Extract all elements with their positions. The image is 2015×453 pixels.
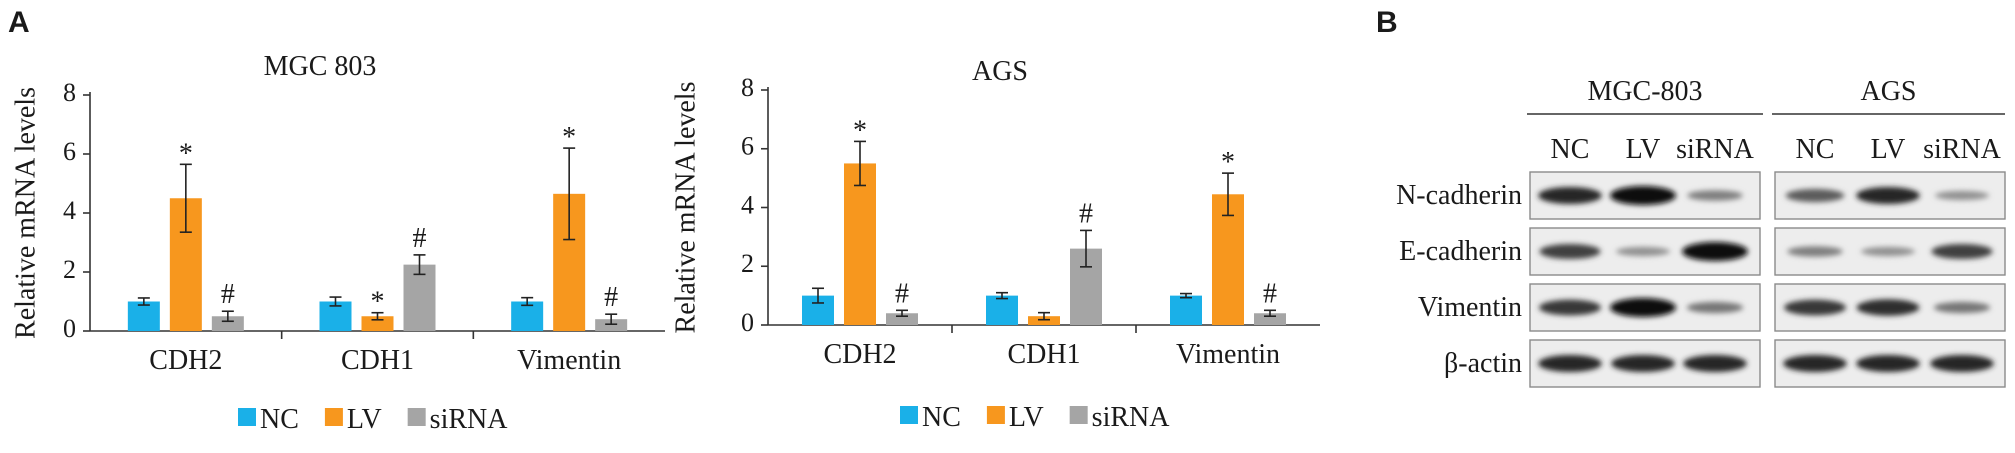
- y-axis-label: Relative mRNA levels: [10, 87, 41, 339]
- bar-siRNA-Vimentin: [1254, 313, 1286, 325]
- significance-mark: #: [221, 279, 235, 310]
- y-axis-label: Relative mRNA levels: [670, 82, 701, 334]
- blot-protein-label: N-cadherin: [1396, 180, 1522, 211]
- blot-protein-label: β-actin: [1444, 348, 1522, 379]
- legend-label-NC: NC: [922, 402, 961, 433]
- blot-band: [1784, 299, 1846, 316]
- bar-siRNA-CDH2: [211, 316, 244, 331]
- legend-label-LV: LV: [1009, 402, 1044, 433]
- chart-title: MGC 803: [264, 51, 377, 82]
- bar-chart-1: MGC 803 Relative mRNA levels 0 2 4 6 8 CDH2 * # CD…: [10, 51, 665, 435]
- y-tick-label: 0: [741, 308, 754, 337]
- legend-label-LV: LV: [347, 404, 382, 435]
- x-category-label: CDH2: [823, 339, 896, 370]
- significance-mark: #: [895, 278, 909, 309]
- x-category-label: CDH2: [149, 345, 222, 376]
- bar-chart-2: AGS Relative mRNA levels 0 2 4 6 8 CDH2 * # CDH1 # V…: [670, 56, 1320, 433]
- blot-band: [1856, 299, 1920, 316]
- legend-swatch-NC: [900, 406, 918, 424]
- blot-band: [1539, 243, 1601, 260]
- significance-mark: *: [1221, 147, 1235, 178]
- legend-swatch-siRNA: [1069, 406, 1088, 424]
- y-tick-label: 8: [63, 78, 76, 107]
- blot-protein-label: E-cadherin: [1399, 236, 1522, 267]
- blot-band: [1861, 246, 1915, 257]
- blot-band: [1930, 354, 1994, 373]
- blot-lane-label: LV: [1626, 134, 1661, 165]
- bar-LV-CDH1: [361, 316, 394, 331]
- y-tick-label: 4: [741, 190, 754, 219]
- y-tick-label: 8: [741, 73, 754, 102]
- chart-title: AGS: [972, 56, 1028, 87]
- panel-letter-b: B: [1376, 6, 1398, 39]
- blot-band: [1610, 186, 1676, 205]
- significance-mark: #: [1079, 198, 1093, 229]
- blot-band: [1931, 243, 1993, 260]
- legend-label-NC: NC: [260, 404, 299, 435]
- blot-lane-label: LV: [1871, 134, 1906, 165]
- bar-siRNA-Vimentin: [595, 319, 628, 331]
- x-category-label: CDH1: [1007, 339, 1080, 370]
- bar-siRNA-CDH1: [403, 264, 436, 331]
- blot-lane-label: siRNA: [1676, 134, 1755, 165]
- blot-band: [1682, 242, 1748, 261]
- blot-band: [1610, 298, 1676, 317]
- y-tick-label: 4: [63, 196, 76, 225]
- significance-mark: *: [562, 122, 576, 153]
- bar-NC-Vimentin: [511, 301, 544, 331]
- y-tick-label: 2: [741, 249, 754, 278]
- legend-swatch-NC: [238, 408, 256, 426]
- blot-lane-label: NC: [1796, 134, 1835, 165]
- y-tick-label: 6: [63, 137, 76, 166]
- y-tick-label: 0: [63, 314, 76, 343]
- blot-band: [1539, 299, 1601, 316]
- legend-swatch-LV: [986, 406, 1005, 424]
- blot-band: [1616, 246, 1670, 257]
- blot-band: [1783, 354, 1847, 373]
- panel-letter-a: A: [8, 6, 30, 39]
- blot-band: [1935, 190, 1989, 201]
- blot-band: [1856, 186, 1920, 205]
- x-category-label: Vimentin: [517, 345, 621, 376]
- blot-lane-label: siRNA: [1923, 134, 2002, 165]
- blot-band: [1785, 188, 1845, 203]
- blot-band: [1611, 354, 1675, 373]
- significance-mark: *: [853, 115, 867, 146]
- significance-mark: #: [413, 223, 427, 254]
- blot-band: [1538, 186, 1602, 205]
- significance-mark: #: [604, 282, 618, 313]
- bar-NC-CDH1: [986, 295, 1018, 325]
- significance-mark: *: [179, 138, 193, 169]
- legend-swatch-LV: [324, 408, 343, 426]
- blot-group-label: AGS: [1860, 76, 1916, 107]
- significance-mark: *: [371, 287, 385, 318]
- blot-protein-label: Vimentin: [1418, 292, 1522, 323]
- legend-swatch-siRNA: [407, 408, 426, 426]
- bar-siRNA-CDH2: [886, 313, 918, 325]
- legend-label-siRNA: siRNA: [1092, 402, 1171, 433]
- bar-NC-CDH2: [127, 301, 160, 331]
- bar-LV-CDH1: [1028, 316, 1060, 325]
- blot-band: [1687, 190, 1743, 201]
- bar-LV-CDH2: [844, 163, 876, 325]
- bar-NC-Vimentin: [1170, 295, 1202, 325]
- blot-band: [1933, 301, 1991, 314]
- legend-label-siRNA: siRNA: [430, 404, 509, 435]
- x-category-label: Vimentin: [1176, 339, 1280, 370]
- blot-band: [1683, 354, 1747, 373]
- blot-lane-label: NC: [1551, 134, 1590, 165]
- y-tick-label: 2: [63, 255, 76, 284]
- blot-group-label: MGC-803: [1587, 76, 1702, 107]
- blot-band: [1538, 354, 1602, 373]
- blot-band: [1787, 246, 1843, 257]
- significance-mark: #: [1263, 278, 1277, 309]
- y-tick-label: 6: [741, 132, 754, 161]
- blot-band: [1856, 354, 1920, 373]
- x-category-label: CDH1: [341, 345, 414, 376]
- blot-band: [1686, 301, 1744, 314]
